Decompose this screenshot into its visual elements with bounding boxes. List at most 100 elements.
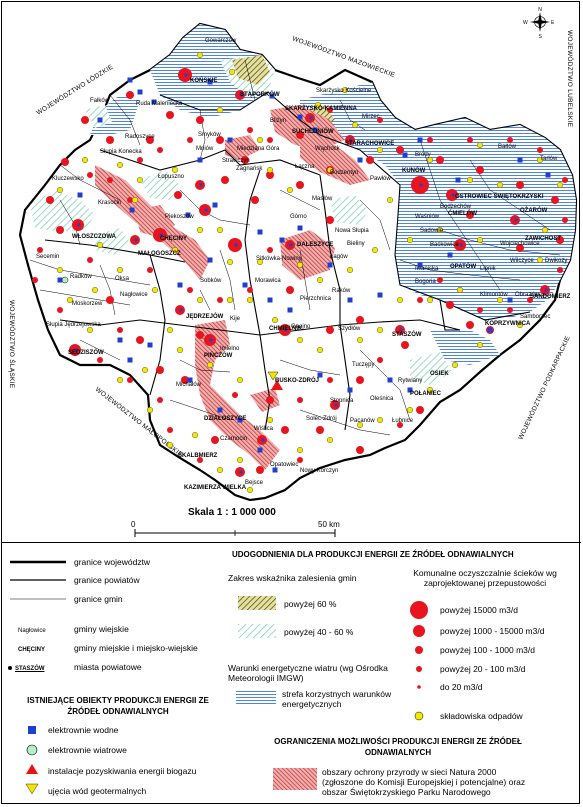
legend: granice województw granice powiatów gran… — [0, 540, 583, 807]
hydro-plant-marker — [242, 282, 248, 288]
waste-site-marker — [407, 236, 414, 243]
powiat-town-label: CHMIELNIK — [269, 326, 303, 332]
waste-site-marker — [497, 181, 504, 188]
powiat-town-label: SĘDZISZÓW — [68, 348, 104, 356]
sewage-plant-marker — [106, 296, 114, 304]
waste-site-marker — [116, 161, 123, 168]
hydro-plant-marker — [57, 277, 63, 283]
sewage-plant-marker — [174, 191, 182, 199]
gmina-town-label: Łopuszno — [158, 174, 185, 180]
powiat-town-label: DALESZYCE — [297, 242, 333, 248]
hydro-plant-marker — [207, 79, 213, 85]
sewage-plant-marker — [166, 111, 174, 119]
sewage-plant-marker — [156, 366, 164, 374]
legend-geothermal: ujęcia wód geotermalnych — [48, 786, 147, 796]
gmina-town-label: Strawczyn — [222, 158, 250, 164]
waste-site-marker — [342, 86, 349, 93]
powiat-town-label: STARACHOWICE — [345, 141, 394, 147]
compass-e: E — [551, 20, 555, 26]
sewage-plant-marker — [366, 156, 374, 164]
waste-site-marker — [452, 362, 459, 369]
powiat-town-label: SKARŻYSKO-KAMIENNA — [285, 105, 358, 112]
sewage-plant-marker — [377, 357, 383, 363]
hydro-dot-marker — [309, 116, 313, 120]
waste-site-marker — [352, 121, 359, 128]
sewage-l-icon — [413, 625, 425, 637]
hydro-plant-marker — [287, 307, 293, 313]
waste-site-marker — [166, 442, 173, 449]
sewage-plant-marker — [267, 137, 273, 143]
sewage-plant-marker — [316, 426, 324, 434]
legend-waste: składowiska odpadów — [440, 711, 523, 721]
waste-site-marker — [557, 181, 564, 188]
hydro-plant-marker — [137, 89, 143, 95]
hydro-plant-marker — [297, 114, 303, 120]
waste-site-marker — [196, 226, 203, 233]
sewage-plant-marker — [136, 336, 144, 344]
waste-site-marker — [246, 297, 253, 304]
compass-s: S — [539, 34, 543, 40]
scale-title: Skala 1 : 1 000 000 — [188, 507, 276, 518]
sewage-plant-marker — [326, 326, 334, 334]
hydro-dot-marker — [544, 288, 548, 292]
hydro-plant-marker — [507, 297, 513, 303]
legend-facilities-title: UDOGODNIENIA DLA PRODUKCJI ENERGII ZE ŹR… — [232, 550, 514, 559]
gmina-town-label: Oksa — [115, 276, 130, 282]
hydro-dot-marker — [77, 223, 81, 227]
sewage-plant-marker — [516, 244, 524, 252]
sewage-plant-marker — [476, 166, 484, 174]
gmina-town-label: Iwaniska — [415, 266, 439, 272]
sewage-plant-marker — [46, 196, 54, 204]
hydro-plant-marker — [127, 357, 133, 363]
sewage-plant-marker — [327, 377, 333, 383]
sewage-plant-marker — [436, 156, 444, 164]
waste-site-marker — [542, 226, 549, 233]
powiat-town-label: JĘDRZEJÓW — [186, 312, 224, 320]
hydro-plant-marker — [151, 99, 157, 105]
hydro-dot-marker — [159, 233, 163, 237]
hydro-dot-marker — [74, 348, 78, 352]
waste-site-marker — [427, 297, 434, 304]
waste-site-marker — [397, 297, 404, 304]
sewage-plant-marker — [97, 357, 103, 363]
waste-site-marker — [66, 297, 73, 304]
gmina-town-label: Piekoszów — [165, 214, 194, 220]
waste-site-marker — [297, 262, 304, 269]
sewage-plant-marker — [87, 257, 93, 263]
sewage-plant-marker — [117, 327, 123, 333]
hydro-plant-marker — [207, 257, 213, 263]
powiat-town-label: STĄPORKÓW — [240, 90, 280, 98]
gmina-town-label: Sadowie — [420, 228, 444, 234]
powiat-town-label: SANDOMIERZ — [530, 294, 571, 300]
sewage-plant-marker — [127, 377, 133, 383]
sewage-m-icon — [415, 646, 423, 654]
gmina-town-label: Bodzentyn — [330, 170, 358, 176]
legend-voivodeship-bounds: granice województw — [74, 557, 151, 567]
waste-site-marker — [377, 417, 384, 424]
powiat-town-label: OŻARÓW — [520, 206, 548, 214]
hydro-plant-marker — [407, 387, 413, 393]
hydro-plant-marker — [269, 93, 275, 99]
gmina-town-label: Kije — [230, 316, 241, 322]
hydro-plant-marker — [197, 157, 203, 163]
sewage-plant-marker — [327, 107, 333, 113]
gmina-town-label: Solec-Zdrój — [306, 416, 337, 422]
legend-limits-title: OGRANICZENIA MOŻLIWOŚCI PRODUKCJI ENERGI… — [274, 737, 522, 757]
hydro-plant-marker — [217, 407, 223, 413]
hydro-dot-marker — [399, 328, 403, 332]
legend-natura: obszary ochrony przyrody w sieci Natura … — [322, 767, 526, 797]
hydro-dot-marker — [289, 243, 293, 247]
hydro-dot-marker — [179, 308, 183, 312]
waste-site-marker — [236, 457, 243, 464]
legend-existing-swatches — [25, 726, 39, 795]
gmina-town-label: Sobków — [200, 278, 222, 284]
hydro-dot-marker — [134, 238, 138, 242]
sewage-plant-marker — [417, 297, 423, 303]
hydro-plant-marker — [517, 157, 523, 163]
sewage-plant-marker — [297, 397, 303, 403]
sewage-s-icon — [416, 666, 422, 672]
hydro-plant-marker — [257, 229, 263, 235]
sewage-plant-marker — [221, 176, 229, 184]
hydro-plant-marker — [187, 377, 193, 383]
